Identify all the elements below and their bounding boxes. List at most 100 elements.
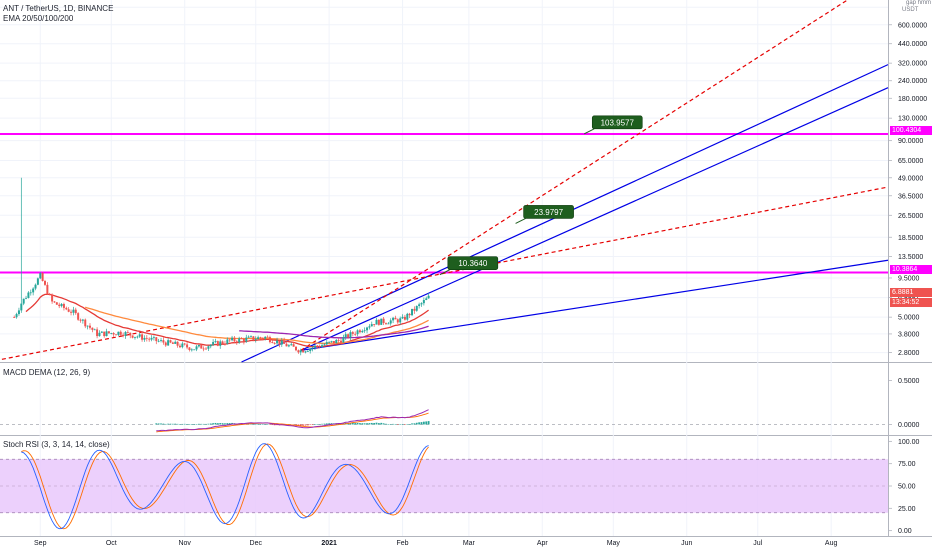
candle-body — [295, 346, 297, 351]
candle-body — [150, 337, 153, 340]
price-axis[interactable]: 600.0000 440.0000 320.0000 240.0000 180.0000… — [888, 22, 927, 535]
macd-histogram-bar — [363, 423, 366, 425]
macd-histogram-bar — [181, 423, 184, 425]
price-axis-label: 320.0000 — [898, 61, 927, 68]
macd-histogram-bar — [401, 424, 404, 425]
macd-histogram-bar — [349, 422, 352, 425]
macd-histogram-bar — [183, 423, 186, 425]
macd-histogram-bar — [224, 423, 226, 425]
macd-histogram-bar — [304, 424, 307, 426]
candle-body — [112, 333, 115, 335]
macd-histogram-bar — [382, 423, 385, 425]
macd-line — [156, 409, 429, 432]
grid — [0, 0, 888, 536]
candle-body — [318, 346, 321, 348]
macd-histogram-bar — [271, 424, 274, 426]
candle-body — [392, 317, 395, 321]
candle-body — [164, 342, 167, 346]
macd-histogram-bar — [361, 423, 364, 425]
candle-body — [157, 340, 160, 342]
macd-histogram-bar — [396, 424, 399, 425]
candle-body — [186, 344, 189, 348]
symbol-title: ANT / TetherUS, 1D, BINANCE — [3, 4, 114, 13]
macd-histogram-bar — [216, 423, 219, 425]
price-axis-label: 180.0000 — [898, 96, 927, 103]
macd-histogram-bar — [380, 422, 383, 425]
stoch-overbought-band — [0, 458, 888, 514]
trendline-red-shallow — [0, 186, 889, 361]
time-axis-label: Nov — [178, 540, 191, 547]
annotation-box — [523, 205, 574, 219]
stoch-d-line — [21, 443, 429, 530]
candle-body — [276, 340, 279, 344]
price-tag-last: 6.8881 — [890, 288, 932, 297]
candle-body — [88, 325, 91, 328]
candle-body — [351, 332, 354, 334]
candle-body — [335, 339, 338, 344]
candle-body — [32, 288, 35, 293]
candle-body — [79, 319, 82, 321]
macd-histogram-bar — [406, 424, 409, 425]
macd-histogram-bar — [328, 423, 331, 425]
macd-histogram-bar — [259, 424, 262, 425]
candle-body — [368, 326, 371, 328]
time-axis-label: Dec — [250, 540, 263, 547]
candle-body — [219, 341, 222, 346]
macd-histogram-bar — [418, 422, 421, 425]
candle-body — [67, 309, 70, 312]
candle-body — [325, 342, 328, 345]
candle-body — [53, 301, 56, 303]
macd-histogram-bar — [299, 424, 302, 426]
candle-body — [216, 341, 219, 346]
candle-body — [25, 297, 28, 299]
macd-histogram-bar — [164, 423, 167, 425]
time-axis[interactable]: Sep Oct Nov Dec 2021 Feb Mar Apr May Jun Jul Aug — [34, 540, 837, 547]
time-axis-label: Sep — [34, 540, 47, 547]
stoch-axis-label: 75.00 — [898, 461, 916, 468]
candle-body — [290, 344, 293, 346]
candle-body — [86, 325, 89, 327]
annotation-pointer — [584, 128, 595, 135]
macd-histogram-bar — [219, 423, 222, 425]
candle-body — [190, 349, 193, 351]
candle-body — [280, 340, 283, 345]
price-axis-label: 49.0000 — [898, 175, 923, 182]
candle-body — [297, 350, 300, 353]
candle-body — [105, 331, 108, 337]
candle-body — [72, 309, 75, 313]
macd-histogram-bar — [354, 423, 357, 425]
candle-body — [176, 341, 179, 346]
macd-histogram-bar — [221, 423, 224, 425]
price-axis-label: 90.0000 — [898, 138, 923, 145]
trendline-blue-mid — [300, 87, 889, 351]
scale-mode-label[interactable]: gap hmm — [906, 0, 932, 6]
price-annotations[interactable]: 103.9577 23.9797 10.3640 — [439, 115, 643, 276]
macd-histogram-bar — [264, 424, 267, 425]
candle-body — [420, 303, 423, 305]
macd-signal-line — [156, 412, 429, 433]
candle-body — [358, 330, 361, 333]
candle-body — [98, 332, 101, 337]
macd-histogram-bar — [420, 422, 423, 425]
candle-body — [323, 344, 326, 346]
macd-histogram-bar — [169, 423, 172, 425]
stoch-title[interactable]: Stoch RSI (3, 3, 14, 14, close) — [3, 440, 110, 449]
stoch-axis-label: 25.00 — [898, 506, 916, 513]
macd-title[interactable]: MACD DEMA (12, 26, 9) — [3, 368, 91, 377]
candle-body — [354, 333, 357, 335]
price-axis-label: 36.5000 — [898, 193, 923, 200]
price-axis-label: 5.0000 — [898, 315, 920, 322]
trendlines — [0, 0, 889, 363]
candle-body — [107, 331, 110, 334]
candle-body — [188, 347, 191, 351]
macd-histogram-bar — [411, 423, 413, 425]
macd-histogram-bar — [389, 424, 392, 425]
candle-body — [228, 339, 231, 341]
macd-histogram-bar — [261, 424, 264, 425]
candle-body — [65, 307, 68, 310]
price-axis-label: 26.5000 — [898, 213, 923, 220]
annotation-box — [447, 256, 499, 270]
candle-body — [117, 331, 120, 335]
indicator-legend[interactable]: EMA 20/50/100/200 — [3, 14, 74, 23]
